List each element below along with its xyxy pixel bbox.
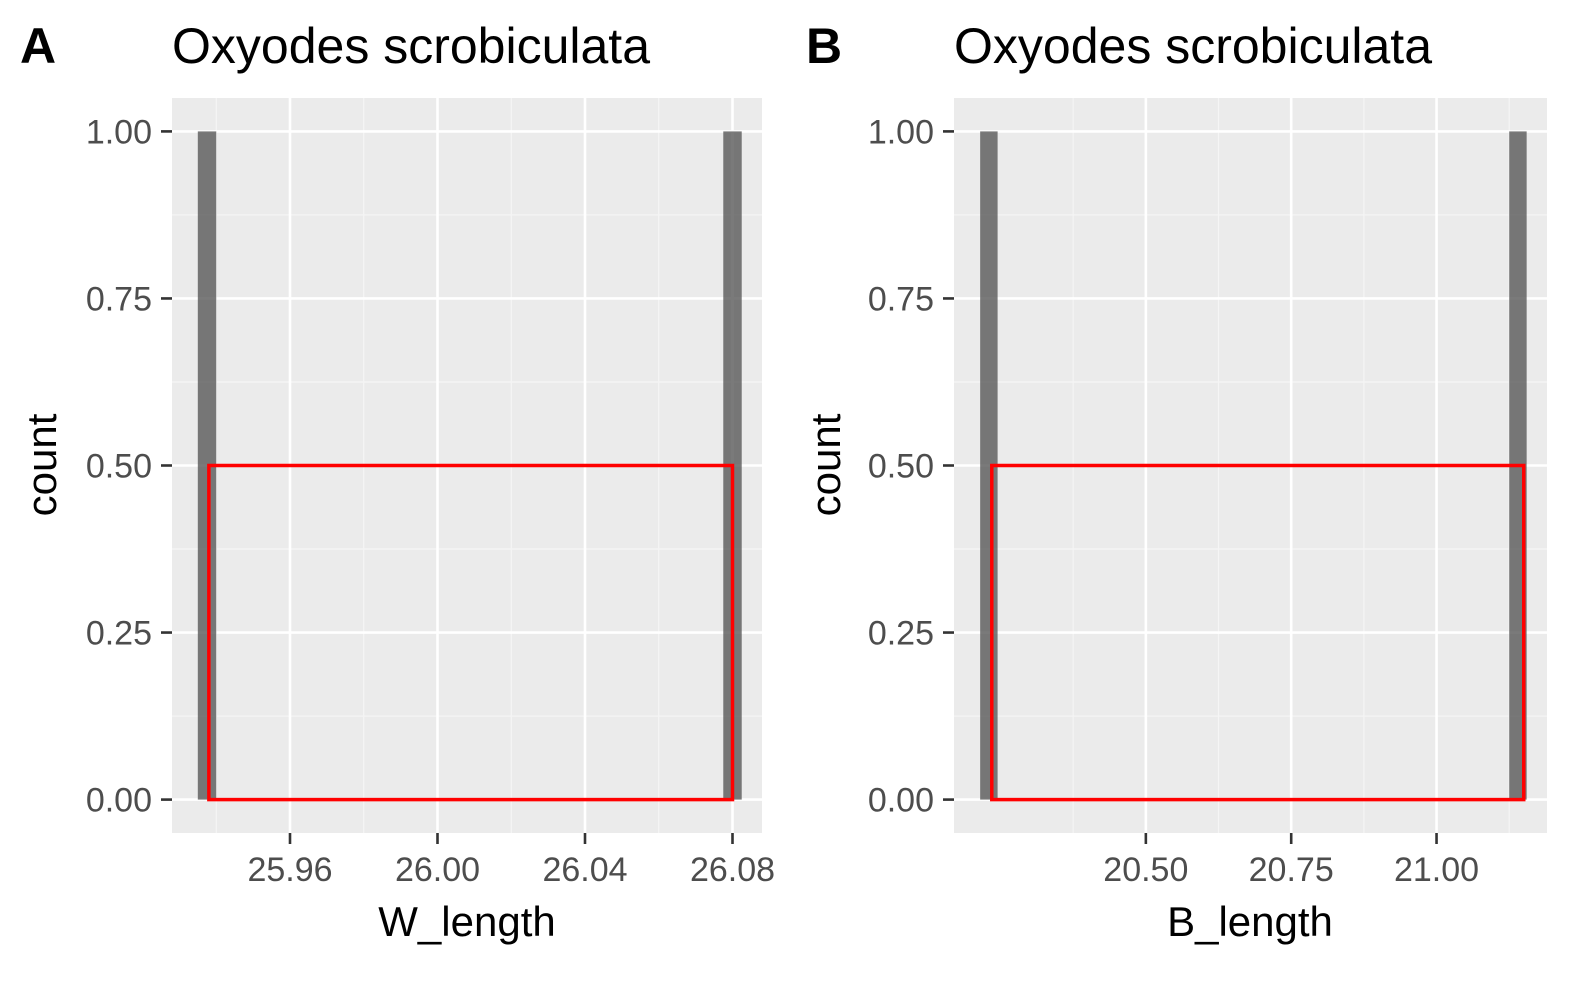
panel-b-y-tick-label: 0.00 <box>868 782 934 820</box>
panel-b-x-axis: 20.50 20.75 21.00 <box>1103 833 1479 889</box>
panel-b-y-tick-label: 0.75 <box>868 280 934 318</box>
panel-b-title: Oxyodes scrobiculata <box>954 18 1432 74</box>
panel-b-y-tick-label: 0.50 <box>868 448 934 486</box>
panel-b-overlay-rectangle <box>990 463 1526 802</box>
panel-a-y-tick-label: 0.00 <box>86 782 152 820</box>
panel-a-bar-1 <box>197 131 217 800</box>
panel-a-x-axis: 25.96 26.00 26.04 26.08 <box>247 833 775 889</box>
panel-b-x-axis-title: B_length <box>1167 898 1333 945</box>
panel-a-y-axis-title: count <box>18 413 65 516</box>
panel-a-x-tick-label: 25.96 <box>247 851 332 889</box>
panel-a-y-axis: 0.00 0.25 0.50 0.75 1.00 <box>86 113 172 820</box>
panel-a-y-tick-label: 1.00 <box>86 113 152 151</box>
panel-b-x-tick-label: 21.00 <box>1394 851 1479 889</box>
panel-b-y-tick-label: 1.00 <box>868 113 934 151</box>
panel-a-overlay <box>207 463 735 802</box>
panel-b-y-axis-title: count <box>802 413 849 516</box>
panel-b-y-tick-label: 0.25 <box>868 615 934 653</box>
panel-b-tag: B <box>806 18 842 74</box>
panel-b-x-tick-label: 20.75 <box>1249 851 1334 889</box>
panel-b-y-axis: 0.00 0.25 0.50 0.75 1.00 <box>868 113 954 820</box>
panel-a-x-tick-label: 26.04 <box>542 851 627 889</box>
panel-b: B Oxyodes scrobiculata 0.00 0.25 0.50 0.75 1… <box>802 18 1547 945</box>
panel-b-x-tick-label: 20.50 <box>1103 851 1188 889</box>
panel-a-title: Oxyodes scrobiculata <box>172 18 650 74</box>
panel-a-y-tick-label: 0.75 <box>86 280 152 318</box>
panel-a-overlay-rectangle <box>207 463 735 802</box>
panel-a-y-tick-label: 0.25 <box>86 615 152 653</box>
panel-a-x-tick-label: 26.08 <box>690 851 775 889</box>
panel-a-x-tick-label: 26.00 <box>395 851 480 889</box>
panel-a-y-tick-label: 0.50 <box>86 448 152 486</box>
panel-a-tag: A <box>20 18 56 74</box>
panel-a-x-axis-title: W_length <box>378 898 555 945</box>
panel-a: A Oxyodes scrobiculata 0.00 0.25 0.50 0.75 1… <box>18 18 775 945</box>
panel-b-overlay <box>990 463 1526 802</box>
